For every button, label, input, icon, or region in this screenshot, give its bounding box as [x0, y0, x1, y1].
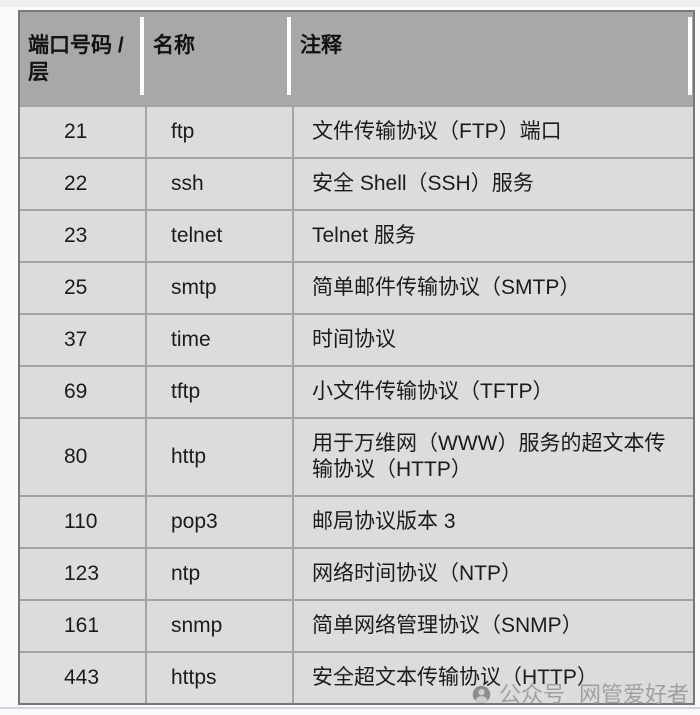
service-name-cell: ntp: [145, 547, 292, 599]
comment-cell: 简单网络管理协议（SNMP）: [292, 599, 693, 651]
column-header-comment: 注释: [292, 12, 693, 105]
service-name-cell: https: [145, 651, 292, 703]
comment-cell: 安全超文本传输协议（HTTP）: [292, 651, 693, 703]
port-number-cell: 443: [20, 651, 145, 703]
table-row: 110 pop3 邮局协议版本 3: [20, 495, 693, 547]
service-name-cell: http: [145, 417, 292, 495]
port-number-cell: 123: [20, 547, 145, 599]
port-number-cell: 110: [20, 495, 145, 547]
table-row: 22 ssh 安全 Shell（SSH）服务: [20, 157, 693, 209]
port-number-cell: 21: [20, 105, 145, 157]
table-row: 443 https 安全超文本传输协议（HTTP）: [20, 651, 693, 703]
comment-cell: 时间协议: [292, 313, 693, 365]
port-number-cell: 80: [20, 417, 145, 495]
port-number-cell: 69: [20, 365, 145, 417]
table-body: 21 ftp 文件传输协议（FTP）端口 22 ssh 安全 Shell（SSH…: [20, 105, 693, 703]
port-number-cell: 25: [20, 261, 145, 313]
comment-cell: Telnet 服务: [292, 209, 693, 261]
comment-cell: 网络时间协议（NTP）: [292, 547, 693, 599]
port-number-cell: 22: [20, 157, 145, 209]
port-number-cell: 23: [20, 209, 145, 261]
table-row: 80 http 用于万维网（WWW）服务的超文本传输协议（HTTP）: [20, 417, 693, 495]
column-header-name: 名称: [145, 12, 292, 105]
service-name-cell: tftp: [145, 365, 292, 417]
table-row: 37 time 时间协议: [20, 313, 693, 365]
table-header: 端口号码 / 层 名称 注释: [20, 12, 693, 105]
comment-cell: 小文件传输协议（TFTP）: [292, 365, 693, 417]
service-name-cell: telnet: [145, 209, 292, 261]
bottom-divider: [0, 707, 700, 709]
header-row: 端口号码 / 层 名称 注释: [20, 12, 693, 105]
column-header-port: 端口号码 / 层: [20, 12, 145, 105]
well-known-ports-table: 端口号码 / 层 名称 注释 21 ftp 文件传输协议（FTP）端口 22 s…: [18, 10, 695, 705]
table-row: 21 ftp 文件传输协议（FTP）端口: [20, 105, 693, 157]
table-row: 69 tftp 小文件传输协议（TFTP）: [20, 365, 693, 417]
port-number-cell: 161: [20, 599, 145, 651]
page-top-strip: [0, 0, 700, 7]
comment-cell: 安全 Shell（SSH）服务: [292, 157, 693, 209]
comment-cell: 文件传输协议（FTP）端口: [292, 105, 693, 157]
table-row: 123 ntp 网络时间协议（NTP）: [20, 547, 693, 599]
service-name-cell: ftp: [145, 105, 292, 157]
comment-cell: 用于万维网（WWW）服务的超文本传输协议（HTTP）: [292, 417, 693, 495]
port-number-cell: 37: [20, 313, 145, 365]
table-row: 25 smtp 简单邮件传输协议（SMTP）: [20, 261, 693, 313]
service-name-cell: ssh: [145, 157, 292, 209]
service-name-cell: snmp: [145, 599, 292, 651]
table-row: 23 telnet Telnet 服务: [20, 209, 693, 261]
comment-cell: 邮局协议版本 3: [292, 495, 693, 547]
service-name-cell: smtp: [145, 261, 292, 313]
comment-cell: 简单邮件传输协议（SMTP）: [292, 261, 693, 313]
table-row: 161 snmp 简单网络管理协议（SNMP）: [20, 599, 693, 651]
service-name-cell: time: [145, 313, 292, 365]
service-name-cell: pop3: [145, 495, 292, 547]
